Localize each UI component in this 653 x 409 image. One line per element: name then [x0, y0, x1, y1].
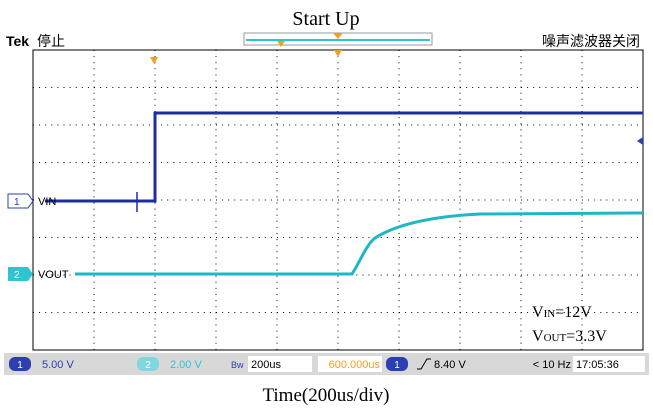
vout-annotation: VOUT=3.3V	[532, 328, 607, 345]
page: {"title": "Start Up", "header": {"brand"…	[0, 0, 653, 409]
scope-screenshot: Start Up Tek 停止 噪声滤波器关闭 1 VIN 2 VOUT VIN…	[0, 0, 653, 409]
vin-annotation: VIN=12V	[532, 304, 592, 321]
bw: Bw	[231, 360, 244, 370]
state: 停止	[37, 33, 65, 49]
trig-level: 8.40 V	[434, 359, 466, 371]
ch1-marker-num: 1	[14, 197, 20, 208]
ann-rest: =12V	[555, 304, 592, 321]
ch2-marker	[8, 267, 33, 281]
ch2-scale: 2.00 V	[170, 359, 202, 371]
ch2-marker-num: 2	[14, 270, 20, 281]
ch1-num: 1	[17, 360, 23, 371]
trigger-pointer-top	[333, 33, 343, 39]
position: 600.000us	[329, 359, 381, 371]
ch2-label: VOUT	[38, 269, 69, 281]
ann-main: V	[532, 328, 544, 345]
ch1-marker	[8, 194, 33, 208]
caption: Time(200us/div)	[262, 385, 389, 406]
clock: 17:05:36	[576, 359, 619, 371]
trig-ch: 1	[394, 360, 400, 371]
freq: < 10 Hz	[533, 359, 571, 371]
ann-sub: IN	[544, 308, 556, 320]
ch2-num: 2	[145, 360, 151, 371]
filter-status: 噪声滤波器关闭	[542, 33, 640, 49]
timebase: 200us	[251, 359, 281, 371]
ann-sub: OUT	[544, 332, 567, 344]
ann-main: V	[532, 304, 544, 321]
title: Start Up	[292, 8, 359, 30]
ann-rest: =3.3V	[566, 328, 607, 345]
brand: Tek	[6, 33, 29, 49]
ch1-scale: 5.00 V	[42, 359, 74, 371]
trigger-marker	[277, 41, 285, 47]
ch1-label: VIN	[38, 196, 56, 208]
